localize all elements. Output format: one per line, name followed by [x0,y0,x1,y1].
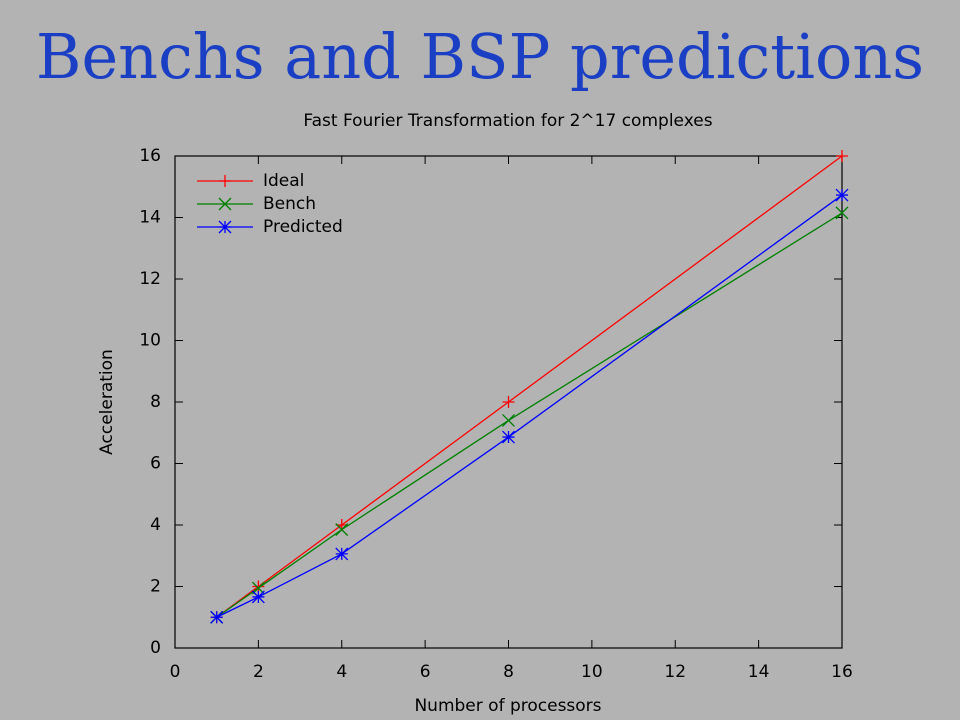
x-tick-label: 10 [581,662,603,682]
chart-title: Fast Fourier Transformation for 2^17 com… [303,111,712,131]
point-marker [502,430,515,444]
y-tick-label: 8 [150,392,161,412]
x-tick-label: 14 [748,662,770,682]
y-tick-label: 6 [150,454,161,474]
x-tick-label: 0 [170,662,181,682]
series-line [216,212,843,618]
x-tick-label: 6 [420,662,431,682]
series-line [216,194,843,618]
x-tick-label: 8 [503,662,514,682]
y-tick-label: 14 [139,208,161,228]
point-marker [502,396,515,408]
point-marker [252,580,265,593]
y-tick-label: 12 [139,269,161,289]
point-marker [502,413,515,427]
y-tick-label: 0 [150,638,161,658]
point-marker [251,590,265,604]
point-marker [210,610,224,624]
legend-label: Bench [263,194,316,214]
y-tick-label: 4 [150,515,161,535]
point-marker [836,150,848,162]
y-axis-label: Acceleration [97,349,117,455]
x-tick-label: 16 [831,662,853,682]
x-tick-label: 2 [253,662,264,682]
point-marker [335,547,349,561]
point-marker [835,206,849,220]
legend-marker [219,175,231,187]
legend-marker [218,220,232,234]
point-marker [835,188,849,202]
y-tick-label: 2 [150,577,161,597]
legend-label: Predicted [263,217,343,237]
x-axis-label: Number of processors [414,696,601,716]
y-tick-label: 16 [139,146,161,166]
x-tick-label: 12 [664,662,686,682]
x-tick-label: 4 [336,662,347,682]
slide-title: Benchs and BSP predictions [36,20,924,93]
point-marker [335,523,349,537]
legend-label: Ideal [263,171,304,191]
legend-marker [218,197,232,211]
y-tick-label: 10 [139,331,161,351]
